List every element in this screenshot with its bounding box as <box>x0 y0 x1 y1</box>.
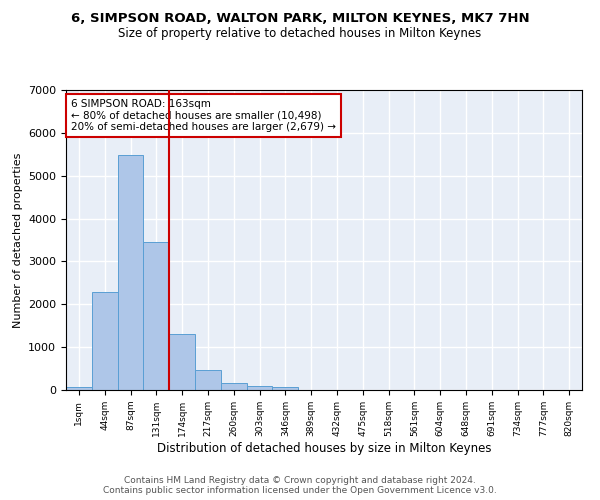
Bar <box>272 388 298 390</box>
X-axis label: Distribution of detached houses by size in Milton Keynes: Distribution of detached houses by size … <box>157 442 491 454</box>
Bar <box>169 334 195 390</box>
Bar <box>221 383 247 390</box>
Bar <box>143 242 169 390</box>
Bar <box>66 387 92 390</box>
Text: 6 SIMPSON ROAD: 163sqm
← 80% of detached houses are smaller (10,498)
20% of semi: 6 SIMPSON ROAD: 163sqm ← 80% of detached… <box>71 99 336 132</box>
Bar <box>247 386 272 390</box>
Text: Size of property relative to detached houses in Milton Keynes: Size of property relative to detached ho… <box>118 28 482 40</box>
Y-axis label: Number of detached properties: Number of detached properties <box>13 152 23 328</box>
Bar <box>92 292 118 390</box>
Bar <box>118 155 143 390</box>
Text: 6, SIMPSON ROAD, WALTON PARK, MILTON KEYNES, MK7 7HN: 6, SIMPSON ROAD, WALTON PARK, MILTON KEY… <box>71 12 529 26</box>
Bar <box>195 370 221 390</box>
Text: Contains HM Land Registry data © Crown copyright and database right 2024.
Contai: Contains HM Land Registry data © Crown c… <box>103 476 497 495</box>
